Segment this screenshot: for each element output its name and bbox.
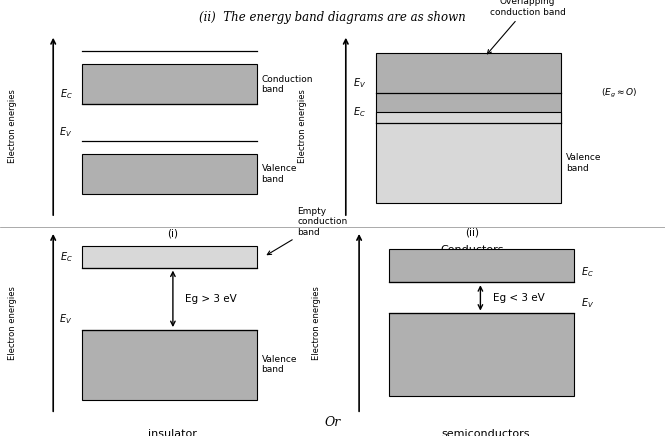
Bar	[82, 330, 257, 399]
Text: $E_V$: $E_V$	[59, 126, 72, 139]
Bar	[82, 154, 257, 194]
Text: Conductors: Conductors	[440, 245, 504, 255]
Text: (ii)  The energy band diagrams are as shown: (ii) The energy band diagrams are as sho…	[199, 11, 466, 24]
Bar	[390, 313, 574, 396]
Text: Eg < 3 eV: Eg < 3 eV	[493, 293, 545, 303]
Text: Valence
band: Valence band	[261, 164, 297, 184]
Text: $E_V$: $E_V$	[581, 296, 595, 310]
Text: Eg > 3 eV: Eg > 3 eV	[185, 294, 237, 304]
Text: Valence
band: Valence band	[261, 355, 297, 375]
Text: $E_C$: $E_C$	[59, 250, 72, 264]
Text: semiconductors: semiconductors	[441, 429, 530, 436]
Bar	[376, 112, 561, 203]
Text: $E_C$: $E_C$	[353, 106, 366, 119]
Text: (ii): (ii)	[465, 227, 479, 237]
Text: Electron energies: Electron energies	[312, 286, 321, 360]
Text: Overlapping
conduction band: Overlapping conduction band	[487, 0, 566, 54]
Text: $(E_g\approx O)$: $(E_g\approx O)$	[601, 87, 637, 100]
Bar	[82, 64, 257, 105]
Text: $E_V$: $E_V$	[59, 313, 72, 326]
Text: $E_C$: $E_C$	[581, 265, 595, 279]
Text: insulator: insulator	[148, 429, 198, 436]
Text: Empty
conduction
band: Empty conduction band	[267, 207, 348, 255]
Text: Electron energies: Electron energies	[8, 89, 17, 164]
Text: $E_C$: $E_C$	[59, 87, 72, 101]
Text: Electron energies: Electron energies	[8, 286, 17, 360]
Text: $E_V$: $E_V$	[353, 76, 366, 90]
Text: (i): (i)	[168, 229, 178, 239]
Text: Or: Or	[325, 416, 340, 429]
Bar	[82, 246, 257, 268]
Bar	[390, 249, 574, 283]
Text: Conduction
band: Conduction band	[261, 75, 313, 94]
Text: Electron energies: Electron energies	[299, 89, 307, 164]
Bar	[376, 53, 561, 123]
Text: Valence
band: Valence band	[566, 153, 601, 173]
